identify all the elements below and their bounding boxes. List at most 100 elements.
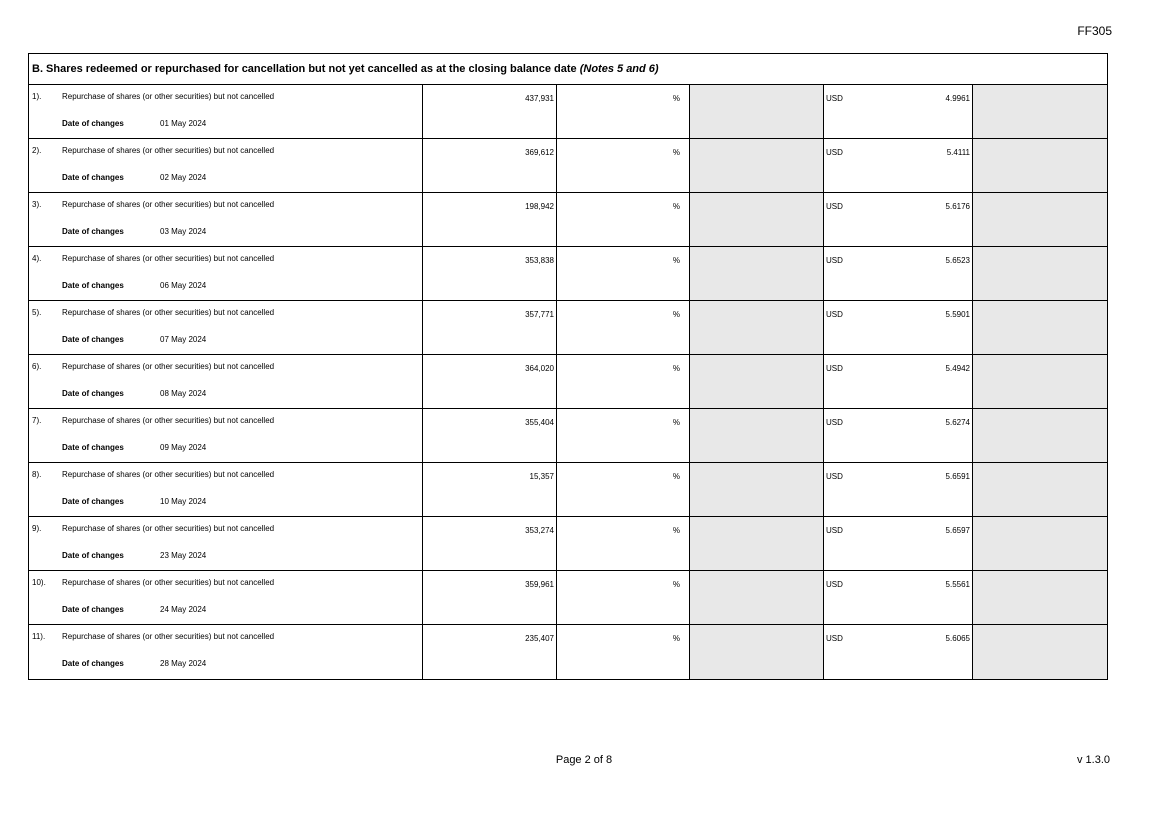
quantity: 364,020 — [525, 364, 554, 373]
percent-cell: % — [557, 409, 690, 462]
date-value: 08 May 2024 — [160, 389, 207, 398]
quantity: 359,961 — [525, 580, 554, 589]
percent-sign: % — [672, 94, 680, 103]
price-cell: USD 5.4111 — [824, 139, 973, 192]
date-value: 09 May 2024 — [160, 443, 207, 452]
date-label: Date of changes — [62, 389, 124, 398]
price: 5.6065 — [945, 634, 970, 643]
date-value: 01 May 2024 — [160, 119, 207, 128]
blank-shaded-cell — [973, 517, 1107, 570]
percent-cell: % — [557, 193, 690, 246]
date-label: Date of changes — [62, 443, 124, 452]
row-description: Repurchase of shares (or other securitie… — [62, 146, 275, 155]
percent-sign: % — [672, 202, 680, 211]
table-row: 4). Repurchase of shares (or other securi… — [29, 247, 1107, 301]
currency: USD — [826, 310, 843, 319]
price-cell: USD 5.5561 — [824, 571, 973, 624]
percent-cell: % — [557, 463, 690, 516]
row-description: Repurchase of shares (or other securitie… — [62, 254, 275, 263]
date-value: 02 May 2024 — [160, 173, 207, 182]
row-number: 4). — [32, 254, 42, 263]
description-cell: 8). Repurchase of shares (or other securi… — [29, 463, 423, 516]
blank-shaded-cell — [690, 355, 824, 408]
date-value: 24 May 2024 — [160, 605, 207, 614]
row-description: Repurchase of shares (or other securitie… — [62, 632, 275, 641]
price-cell: USD 5.6065 — [824, 625, 973, 679]
price: 5.6597 — [945, 526, 970, 535]
blank-shaded-cell — [973, 247, 1107, 300]
blank-shaded-cell — [973, 139, 1107, 192]
price-cell: USD 5.6176 — [824, 193, 973, 246]
date-label: Date of changes — [62, 335, 124, 344]
row-description: Repurchase of shares (or other securitie… — [62, 362, 275, 371]
currency: USD — [826, 256, 843, 265]
percent-sign: % — [672, 580, 680, 589]
blank-shaded-cell — [973, 463, 1107, 516]
repurchase-table: B. Shares redeemed or repurchased for ca… — [28, 53, 1108, 680]
row-description: Repurchase of shares (or other securitie… — [62, 200, 275, 209]
row-description: Repurchase of shares (or other securitie… — [62, 92, 275, 101]
table-row: 5). Repurchase of shares (or other securi… — [29, 301, 1107, 355]
percent-sign: % — [672, 418, 680, 427]
row-number: 5). — [32, 308, 42, 317]
percent-cell: % — [557, 517, 690, 570]
blank-shaded-cell — [690, 625, 824, 679]
quantity: 357,771 — [525, 310, 554, 319]
description-cell: 4). Repurchase of shares (or other securi… — [29, 247, 423, 300]
description-cell: 9). Repurchase of shares (or other securi… — [29, 517, 423, 570]
quantity: 353,838 — [525, 256, 554, 265]
currency: USD — [826, 526, 843, 535]
currency: USD — [826, 202, 843, 211]
row-number: 2). — [32, 146, 42, 155]
currency: USD — [826, 472, 843, 481]
row-description: Repurchase of shares (or other securitie… — [62, 578, 275, 587]
quantity-cell: 369,612 — [423, 139, 557, 192]
quantity-cell: 359,961 — [423, 571, 557, 624]
percent-cell: % — [557, 355, 690, 408]
date-value: 07 May 2024 — [160, 335, 207, 344]
price: 5.4942 — [945, 364, 970, 373]
percent-cell: % — [557, 139, 690, 192]
currency: USD — [826, 364, 843, 373]
percent-cell: % — [557, 625, 690, 679]
description-cell: 6). Repurchase of shares (or other securi… — [29, 355, 423, 408]
quantity-cell: 198,942 — [423, 193, 557, 246]
description-cell: 10). Repurchase of shares (or other secur… — [29, 571, 423, 624]
row-number: 11). — [32, 632, 46, 641]
date-label: Date of changes — [62, 497, 124, 506]
row-number: 9). — [32, 524, 42, 533]
quantity: 15,357 — [529, 472, 554, 481]
date-label: Date of changes — [62, 659, 124, 668]
price-cell: USD 5.6591 — [824, 463, 973, 516]
table-row: 3). Repurchase of shares (or other securi… — [29, 193, 1107, 247]
price: 5.6523 — [945, 256, 970, 265]
quantity-cell: 437,931 — [423, 85, 557, 138]
quantity: 355,404 — [525, 418, 554, 427]
description-cell: 5). Repurchase of shares (or other securi… — [29, 301, 423, 354]
table-row: 2). Repurchase of shares (or other securi… — [29, 139, 1107, 193]
blank-shaded-cell — [973, 85, 1107, 138]
price-cell: USD 5.4942 — [824, 355, 973, 408]
percent-sign: % — [672, 364, 680, 373]
table-row: 10). Repurchase of shares (or other secur… — [29, 571, 1107, 625]
row-number: 7). — [32, 416, 42, 425]
percent-sign: % — [672, 256, 680, 265]
percent-cell: % — [557, 85, 690, 138]
percent-cell: % — [557, 301, 690, 354]
form-code: FF305 — [1077, 24, 1112, 38]
blank-shaded-cell — [973, 625, 1107, 679]
quantity-cell: 353,838 — [423, 247, 557, 300]
table-row: 8). Repurchase of shares (or other securi… — [29, 463, 1107, 517]
date-value: 28 May 2024 — [160, 659, 207, 668]
price: 5.6176 — [945, 202, 970, 211]
description-cell: 1). Repurchase of shares (or other securi… — [29, 85, 423, 138]
currency: USD — [826, 418, 843, 427]
blank-shaded-cell — [690, 193, 824, 246]
table-row: 9). Repurchase of shares (or other securi… — [29, 517, 1107, 571]
blank-shaded-cell — [973, 571, 1107, 624]
row-description: Repurchase of shares (or other securitie… — [62, 470, 275, 479]
description-cell: 3). Repurchase of shares (or other securi… — [29, 193, 423, 246]
table-row: 1). Repurchase of shares (or other securi… — [29, 85, 1107, 139]
currency: USD — [826, 634, 843, 643]
quantity: 369,612 — [525, 148, 554, 157]
